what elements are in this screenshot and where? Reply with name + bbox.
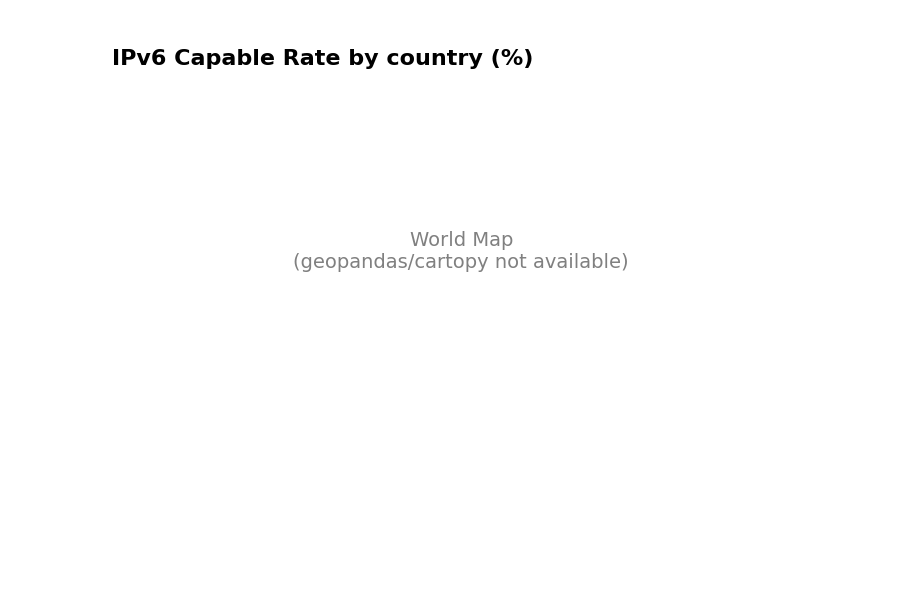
Text: IPv6 Capable Rate by country (%): IPv6 Capable Rate by country (%) — [112, 49, 534, 69]
Text: World Map
(geopandas/cartopy not available): World Map (geopandas/cartopy not availab… — [293, 232, 629, 273]
